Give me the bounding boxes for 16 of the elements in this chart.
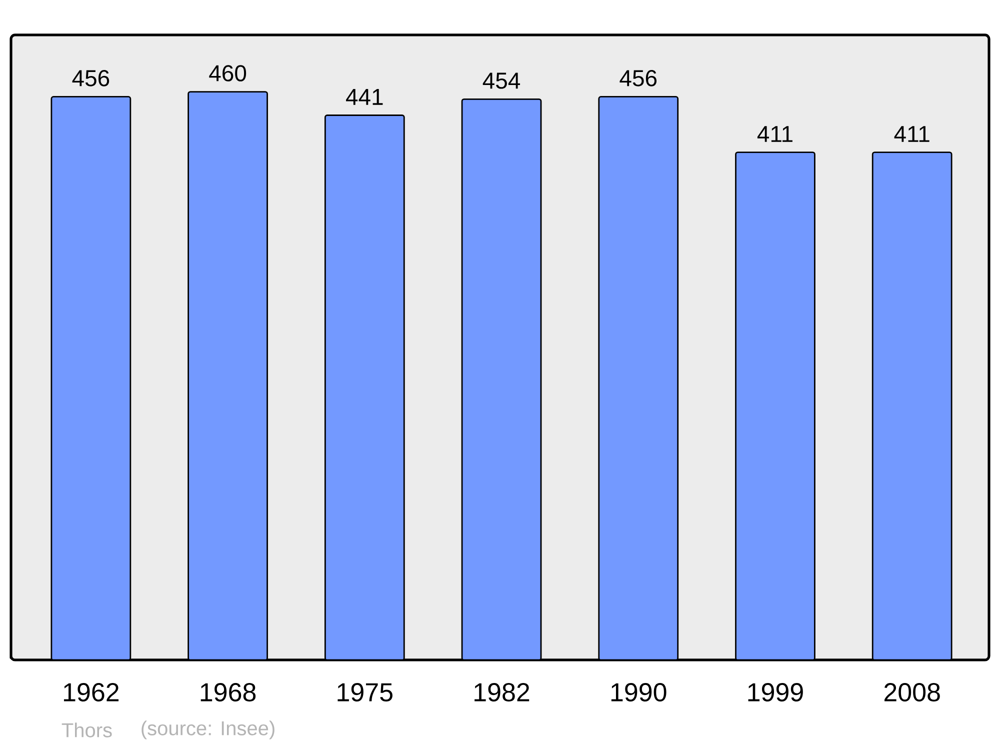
x-tick-label: 1968: [200, 683, 256, 702]
text: Thors: [62, 722, 112, 738]
x-tick-label: 1982: [474, 683, 530, 702]
x-tick-label: 1999: [748, 683, 803, 702]
x-tick-label: 1962: [64, 683, 119, 702]
data-label: 454: [482, 72, 520, 89]
x-tick-label: 2008: [884, 683, 940, 702]
data-label: 411: [757, 126, 792, 142]
data-label: 460: [209, 65, 246, 82]
x-tick-label: 1990: [611, 683, 666, 702]
data-label: 456: [72, 70, 110, 86]
text: (source: Insee): [142, 720, 274, 740]
data-label: 456: [620, 70, 657, 86]
data-label: 411: [894, 126, 930, 142]
x-tick-label: 1975: [338, 683, 392, 702]
data-label: 441: [346, 89, 383, 105]
